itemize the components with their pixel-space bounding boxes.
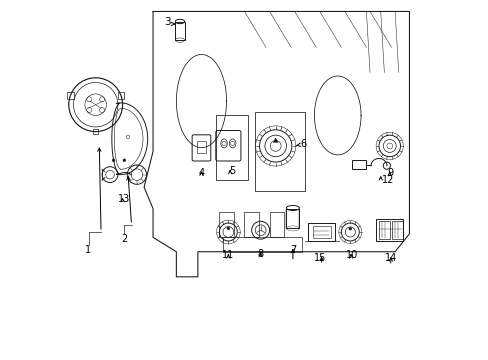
Bar (312, 226, 330, 238)
Bar (215, 116, 247, 180)
Text: 11: 11 (222, 250, 234, 260)
Text: 5: 5 (228, 166, 235, 176)
Bar (197, 140, 205, 153)
Bar (67, 92, 74, 99)
Polygon shape (273, 138, 278, 142)
Bar (244, 212, 258, 237)
Text: 3: 3 (164, 17, 170, 27)
Bar (378, 221, 389, 239)
Bar (93, 129, 98, 134)
Text: 2: 2 (121, 234, 127, 244)
Text: 14: 14 (385, 253, 397, 263)
Bar (286, 209, 299, 228)
Text: 9: 9 (386, 168, 393, 178)
Text: 8: 8 (257, 248, 263, 258)
Circle shape (348, 227, 351, 230)
Text: 6: 6 (300, 139, 306, 149)
Bar (351, 160, 366, 169)
Bar (308, 223, 335, 241)
Circle shape (112, 159, 115, 162)
Text: 12: 12 (381, 175, 393, 185)
Bar (376, 220, 403, 241)
Bar (391, 221, 402, 239)
Text: 13: 13 (118, 194, 130, 204)
Text: 10: 10 (345, 250, 358, 260)
Bar (175, 22, 184, 40)
Text: 4: 4 (198, 168, 204, 178)
Text: 7: 7 (289, 245, 295, 255)
Bar (219, 212, 233, 237)
Text: 15: 15 (313, 253, 325, 263)
Bar (223, 237, 301, 252)
Circle shape (226, 227, 229, 230)
Text: 1: 1 (85, 245, 91, 255)
Bar (255, 112, 305, 191)
Circle shape (122, 159, 125, 162)
Bar (118, 92, 124, 99)
Bar (269, 212, 284, 237)
